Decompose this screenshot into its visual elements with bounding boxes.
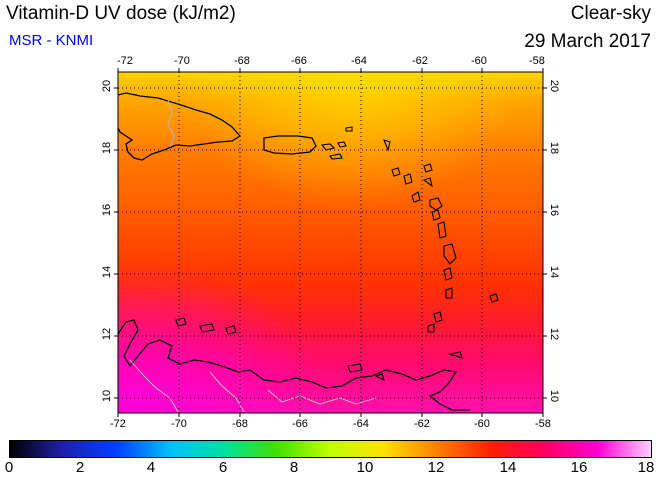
map-frame bbox=[117, 71, 544, 414]
lon-tick-top: -68 bbox=[234, 55, 250, 67]
lat-tick-left: 12 bbox=[101, 327, 113, 341]
lon-tick-bottom: -62 bbox=[414, 418, 430, 430]
lon-tick-top: -64 bbox=[351, 55, 367, 67]
south-america-coast bbox=[118, 319, 470, 411]
colorbar-tick: 6 bbox=[218, 459, 228, 476]
lon-tick-top: -70 bbox=[174, 55, 190, 67]
lon-tick-bottom: -64 bbox=[353, 418, 369, 430]
map-grid bbox=[118, 72, 543, 413]
lon-tick-bottom: -72 bbox=[110, 418, 126, 430]
colorbar-tick: 12 bbox=[427, 459, 445, 476]
lon-tick-top: -72 bbox=[117, 55, 133, 67]
lon-tick-bottom: -66 bbox=[292, 418, 308, 430]
lon-tick-top: -66 bbox=[291, 55, 307, 67]
tick-marks bbox=[114, 68, 547, 417]
colorbar-tick: 0 bbox=[4, 459, 14, 476]
page-title: Vitamin-D UV dose (kJ/m2) bbox=[6, 3, 236, 24]
hispaniola-border bbox=[167, 99, 175, 148]
colorbar-tick: 16 bbox=[570, 459, 588, 476]
lat-tick-right: 18 bbox=[548, 141, 560, 155]
lon-tick-bottom: -70 bbox=[171, 418, 187, 430]
colorbar-tick: 2 bbox=[75, 459, 85, 476]
lon-tick-bottom: -60 bbox=[474, 418, 490, 430]
lon-tick-top: -60 bbox=[471, 55, 487, 67]
lat-tick-left: 18 bbox=[101, 141, 113, 155]
lon-tick-top: -58 bbox=[529, 55, 545, 67]
lat-tick-right: 10 bbox=[548, 389, 560, 403]
lon-tick-bottom: -58 bbox=[535, 418, 551, 430]
puerto-rico-coast bbox=[263, 135, 317, 155]
colorbar bbox=[9, 440, 652, 458]
lat-tick-right: 16 bbox=[548, 203, 560, 217]
hispaniola-coast bbox=[118, 92, 241, 161]
lat-tick-left: 20 bbox=[101, 79, 113, 93]
lon-tick-bottom: -68 bbox=[232, 418, 248, 430]
colorbar-tick: 10 bbox=[356, 459, 374, 476]
lat-tick-left: 10 bbox=[101, 389, 113, 403]
date-label: 29 March 2017 bbox=[524, 31, 651, 52]
condition-label: Clear-sky bbox=[570, 3, 651, 24]
credit-label: MSR - KNMI bbox=[9, 32, 94, 49]
lon-tick-top: -62 bbox=[412, 55, 428, 67]
colorbar-tick: 18 bbox=[637, 459, 655, 476]
lat-tick-right: 20 bbox=[548, 79, 560, 93]
lat-tick-left: 14 bbox=[101, 265, 113, 279]
lat-tick-right: 12 bbox=[548, 327, 560, 341]
colorbar-tick: 14 bbox=[499, 459, 517, 476]
colorbar-tick: 8 bbox=[289, 459, 299, 476]
lat-tick-right: 14 bbox=[548, 265, 560, 279]
colorbar-tick: 4 bbox=[146, 459, 156, 476]
lesser-antilles-coast bbox=[383, 139, 499, 333]
lat-tick-left: 16 bbox=[101, 203, 113, 217]
